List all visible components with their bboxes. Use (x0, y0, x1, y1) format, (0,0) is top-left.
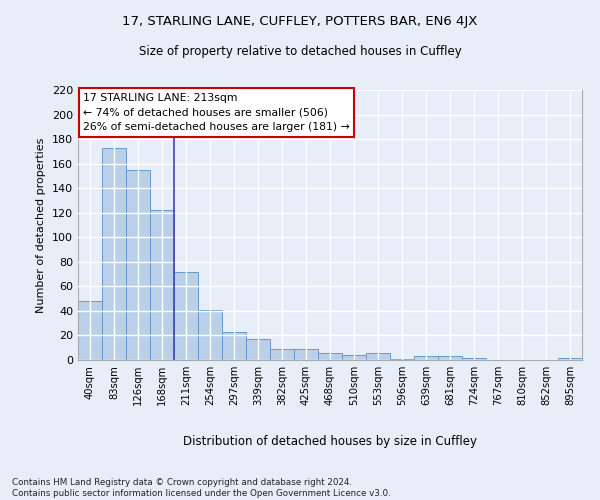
Bar (342, 355, 366, 360)
Bar (366, 352, 390, 360)
Bar (294, 349, 318, 360)
Bar (222, 332, 246, 360)
Bar (462, 358, 486, 360)
Bar (270, 349, 294, 360)
Y-axis label: Number of detached properties: Number of detached properties (37, 138, 46, 312)
Bar (78, 301, 102, 360)
Bar (174, 272, 198, 360)
Text: 17 STARLING LANE: 213sqm
← 74% of detached houses are smaller (506)
26% of semi-: 17 STARLING LANE: 213sqm ← 74% of detach… (83, 92, 350, 132)
Bar (390, 359, 414, 360)
Bar (438, 356, 462, 360)
Bar (102, 148, 126, 360)
Bar (318, 352, 342, 360)
Bar (558, 358, 582, 360)
Text: Distribution of detached houses by size in Cuffley: Distribution of detached houses by size … (183, 435, 477, 448)
Text: 17, STARLING LANE, CUFFLEY, POTTERS BAR, EN6 4JX: 17, STARLING LANE, CUFFLEY, POTTERS BAR,… (122, 15, 478, 28)
Bar (126, 170, 150, 360)
Text: Contains HM Land Registry data © Crown copyright and database right 2024.
Contai: Contains HM Land Registry data © Crown c… (12, 478, 391, 498)
Bar (198, 310, 222, 360)
Text: Size of property relative to detached houses in Cuffley: Size of property relative to detached ho… (139, 45, 461, 58)
Bar (150, 210, 174, 360)
Bar (414, 356, 438, 360)
Bar (246, 339, 270, 360)
